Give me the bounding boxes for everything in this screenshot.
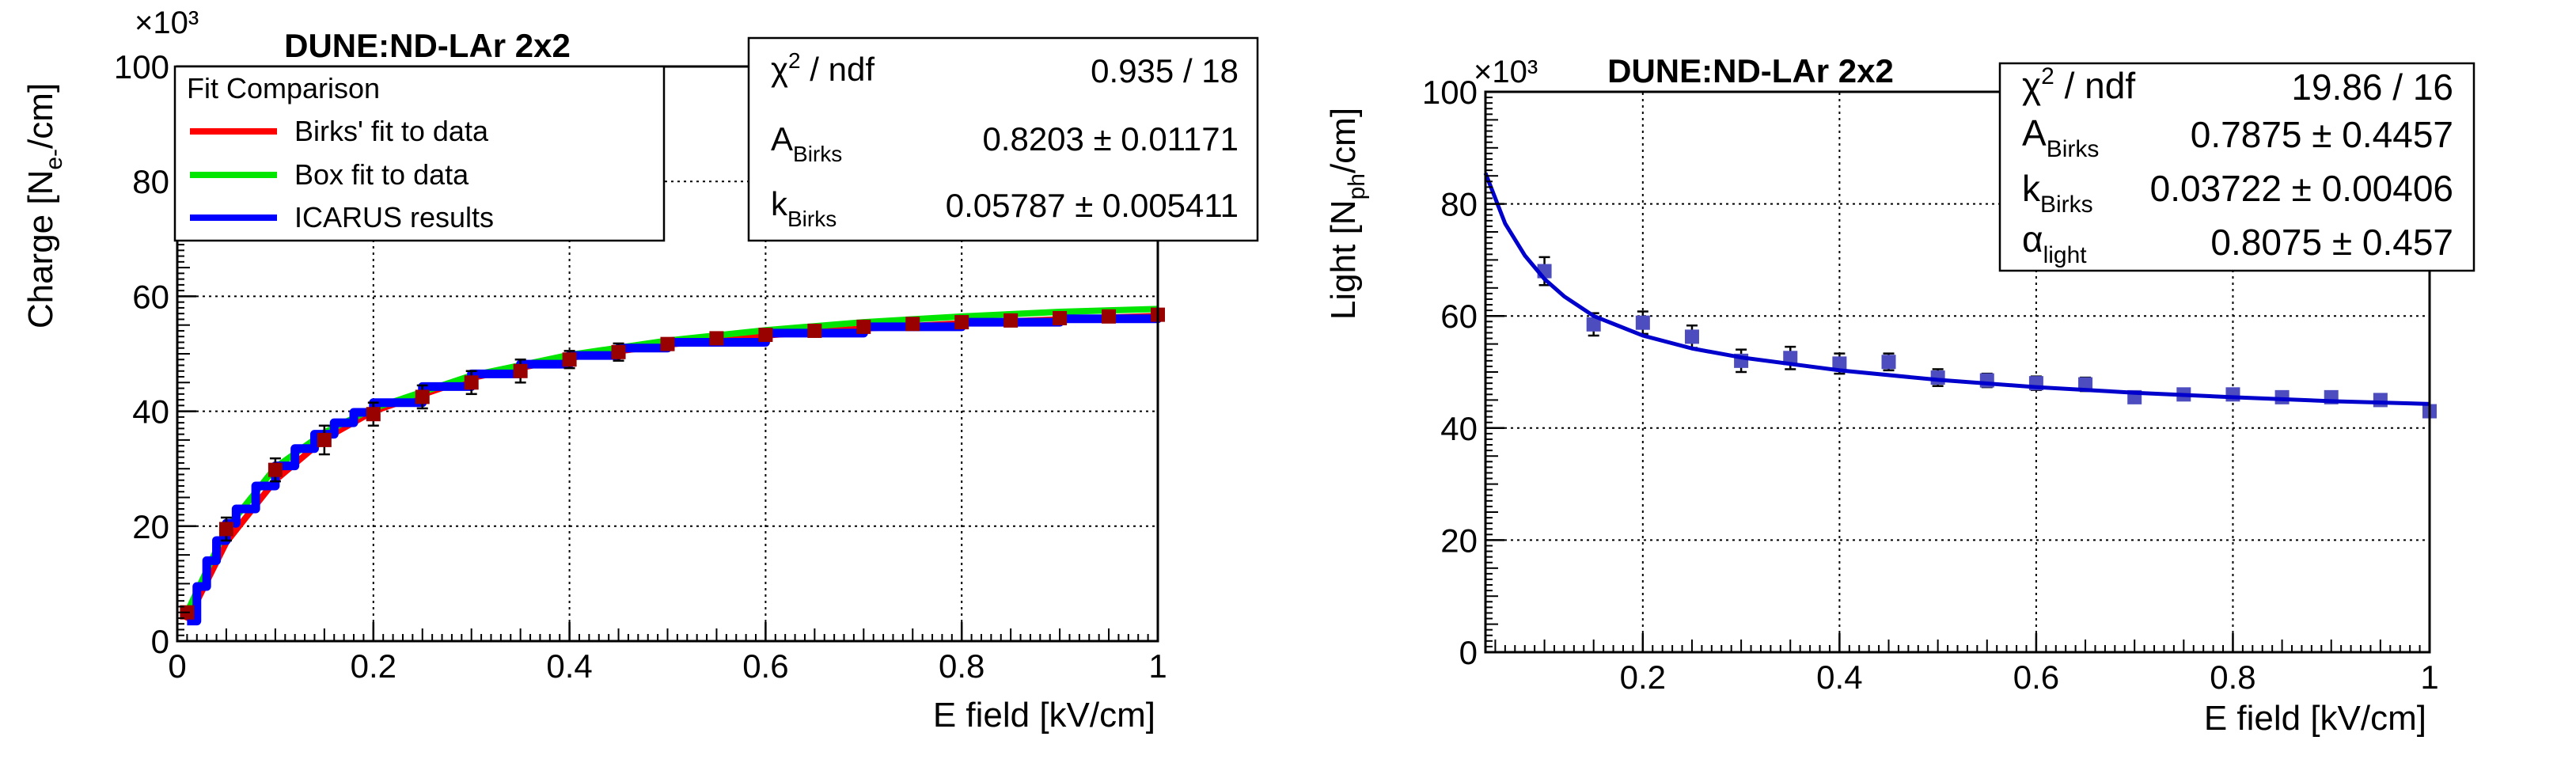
stats-frame <box>747 36 1259 242</box>
y-tick-label: 60 <box>1440 298 1478 335</box>
charge-legend: Fit Comparison Birks' fit to data Box fi… <box>173 65 666 242</box>
x-tick-label: 0.8 <box>939 647 984 685</box>
legend-box <box>173 65 666 242</box>
charge-series <box>180 306 1165 626</box>
x-tick-label: 0.8 <box>2210 659 2255 696</box>
y-tick-label: 0 <box>151 623 169 660</box>
series-line <box>1483 172 2430 406</box>
data-point <box>709 331 724 346</box>
charge-chart: 0 0.2 0.4 0.6 0.8 1 0 20 40 60 80 100 DUNE:ND-LAr 2… <box>21 6 1259 735</box>
light-ticks: 0.2 0.4 0.6 0.8 1 0 20 40 60 80 100 <box>1422 74 2439 696</box>
x-tick-label: 0.6 <box>742 647 788 685</box>
data-point <box>218 522 233 537</box>
data-point <box>562 352 577 367</box>
y-tick-label: 40 <box>132 393 169 431</box>
stats-label-chi2: χ2 / ndf <box>771 48 874 88</box>
data-point <box>1684 329 1699 344</box>
data-point <box>807 323 822 338</box>
stats-value-abirks: 0.7875 ± 0.4457 <box>2191 114 2453 155</box>
y-tick-label: 100 <box>114 48 169 85</box>
data-point <box>1003 313 1019 328</box>
x-tick-label: 0 <box>168 647 186 685</box>
data-point <box>513 363 528 378</box>
x-tick-label: 0.4 <box>546 647 592 685</box>
data-point <box>611 344 626 359</box>
data-point <box>1102 309 1117 324</box>
charge-y-multiplier: ×10³ <box>135 6 199 40</box>
light-y-multiplier: ×10³ <box>1474 55 1538 89</box>
x-tick-label: 0.6 <box>2013 659 2059 696</box>
data-point <box>464 375 479 390</box>
stats-value-alpha: 0.8075 ± 0.457 <box>2210 222 2453 263</box>
data-point <box>905 317 920 332</box>
data-point <box>267 462 283 477</box>
stats-value-abirks: 0.8203 ± 0.01171 <box>982 120 1239 158</box>
legend-label-icarus: ICARUS results <box>294 201 494 233</box>
series-line <box>187 314 1163 626</box>
charge-x-axis-label: E field [kV/cm] <box>933 696 1155 735</box>
data-point <box>1635 315 1650 330</box>
legend-label-box: Box fit to data <box>294 158 469 191</box>
data-point <box>1881 355 1896 370</box>
legend-label-birks: Birks' fit to data <box>294 115 489 147</box>
stats-label-chi2: χ2 / ndf <box>2022 63 2135 106</box>
y-tick-label: 60 <box>132 278 169 315</box>
data-point <box>660 336 675 351</box>
y-tick-label: 80 <box>132 163 169 200</box>
light-stats-box: χ2 / ndf 19.86 / 16 ABirks 0.7875 ± 0.44… <box>1998 62 2475 272</box>
light-x-axis-label: E field [kV/cm] <box>2204 699 2426 738</box>
y-tick-label: 20 <box>132 508 169 545</box>
x-tick-label: 1 <box>1148 647 1167 685</box>
stats-value-chi2: 0.935 / 18 <box>1091 52 1239 89</box>
series-line <box>184 306 1159 614</box>
legend-title: Fit Comparison <box>187 72 380 104</box>
data-point <box>1053 310 1068 325</box>
stats-frame <box>1998 62 2475 272</box>
data-points <box>180 307 1165 620</box>
data-point <box>954 315 969 330</box>
y-tick-label: 40 <box>1440 410 1478 447</box>
y-tick-label: 80 <box>1440 186 1478 223</box>
y-tick-label: 20 <box>1440 522 1478 559</box>
x-tick-label: 0.2 <box>351 647 396 685</box>
light-y-axis-label: Light [Nph/cm] <box>1324 108 1370 320</box>
stats-value-chi2: 19.86 / 16 <box>2291 66 2453 108</box>
data-point <box>1586 317 1601 332</box>
x-tick-label: 0.4 <box>1816 659 1862 696</box>
charge-ticks: 0 0.2 0.4 0.6 0.8 1 0 20 40 60 80 100 <box>114 48 1167 685</box>
x-tick-label: 0.2 <box>1620 659 1666 696</box>
x-tick-label: 1 <box>2420 659 2438 696</box>
data-point <box>366 407 381 422</box>
charge-y-axis-label: Charge [Ne-/cm] <box>21 83 67 328</box>
data-point <box>2225 387 2240 402</box>
data-point <box>856 319 871 334</box>
series-line <box>184 313 1159 623</box>
data-point <box>317 432 332 447</box>
charge-stats-box: χ2 / ndf 0.935 / 18 ABirks 0.8203 ± 0.01… <box>747 36 1259 242</box>
y-tick-label: 100 <box>1422 74 1478 111</box>
data-points <box>1537 256 2437 419</box>
data-point <box>415 389 430 404</box>
data-point <box>758 328 773 343</box>
light-chart-title: DUNE:ND-LAr 2x2 <box>1607 52 1894 89</box>
data-point <box>1832 356 1847 371</box>
light-chart: 0.2 0.4 0.6 0.8 1 0 20 40 60 80 100 DUNE:ND-LAr 2x… <box>1324 52 2475 738</box>
stats-value-kbirks: 0.05787 ± 0.005411 <box>946 187 1239 224</box>
stats-value-kbirks: 0.03722 ± 0.00406 <box>2150 168 2453 209</box>
light-series <box>1483 172 2437 419</box>
data-point <box>2373 393 2388 408</box>
charge-chart-title: DUNE:ND-LAr 2x2 <box>284 27 571 64</box>
y-tick-label: 0 <box>1459 634 1478 671</box>
